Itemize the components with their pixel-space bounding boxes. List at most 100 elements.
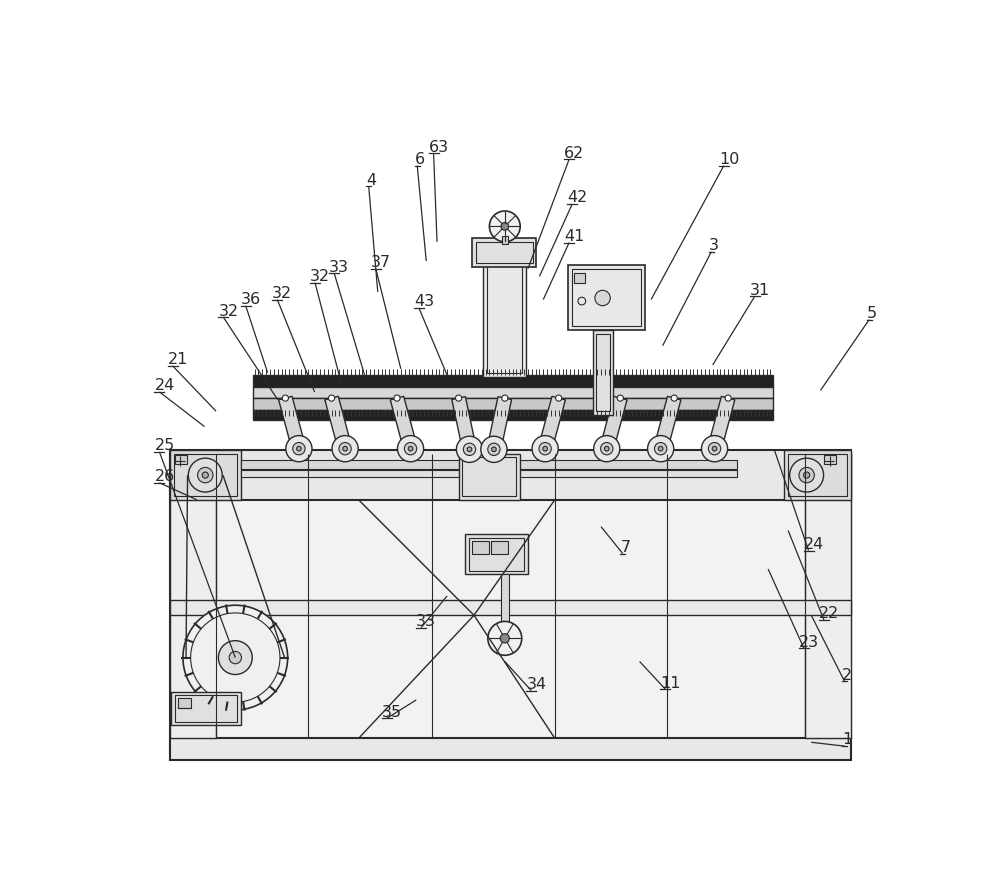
Circle shape (658, 446, 663, 451)
Circle shape (501, 222, 509, 230)
Circle shape (188, 458, 222, 492)
Text: 2: 2 (842, 668, 852, 682)
Bar (462, 458, 516, 496)
Circle shape (489, 211, 520, 242)
Text: 26: 26 (154, 469, 175, 484)
Polygon shape (654, 396, 681, 450)
Text: 24: 24 (804, 537, 824, 552)
Circle shape (556, 395, 562, 401)
Circle shape (467, 447, 472, 451)
Circle shape (492, 447, 496, 451)
Circle shape (286, 435, 312, 462)
Circle shape (198, 467, 213, 483)
Text: 35: 35 (382, 705, 402, 720)
Text: 37: 37 (371, 255, 391, 270)
Circle shape (394, 395, 400, 401)
Circle shape (297, 446, 301, 451)
Bar (170, 453, 216, 739)
Text: 23: 23 (799, 635, 819, 649)
Circle shape (671, 395, 677, 401)
Bar (572, 268, 641, 326)
Bar (170, 450, 241, 500)
Circle shape (804, 472, 810, 478)
Polygon shape (708, 396, 735, 450)
Circle shape (604, 446, 609, 451)
Text: 43: 43 (414, 294, 434, 310)
Circle shape (543, 446, 547, 451)
Bar (241, 470, 737, 476)
Bar (476, 242, 533, 263)
Bar (472, 238, 536, 268)
Text: 63: 63 (429, 139, 449, 154)
Text: 33: 33 (416, 614, 436, 629)
Text: 32: 32 (272, 285, 292, 301)
Bar (178, 698, 191, 707)
Text: 41: 41 (564, 229, 584, 244)
Text: 21: 21 (168, 352, 188, 368)
Text: 4: 4 (366, 173, 376, 187)
Circle shape (293, 442, 305, 455)
Bar (784, 450, 851, 500)
Text: 34: 34 (526, 677, 546, 692)
Bar (824, 455, 836, 465)
Text: 32: 32 (218, 303, 238, 318)
Circle shape (708, 442, 721, 455)
Bar (465, 534, 528, 574)
Bar (487, 250, 522, 373)
Circle shape (397, 435, 424, 462)
Circle shape (617, 395, 623, 401)
Circle shape (282, 395, 288, 401)
Bar (253, 375, 773, 387)
Bar (170, 739, 851, 760)
Bar (472, 541, 489, 555)
Text: 32: 32 (310, 269, 330, 284)
Circle shape (601, 442, 613, 455)
Circle shape (488, 443, 500, 456)
Circle shape (183, 606, 288, 710)
Text: 5: 5 (867, 306, 877, 321)
Circle shape (481, 436, 507, 462)
Polygon shape (325, 396, 352, 450)
Bar (502, 236, 508, 244)
Bar (501, 574, 509, 628)
Circle shape (725, 395, 731, 401)
Text: 1: 1 (842, 732, 852, 747)
Circle shape (712, 446, 717, 451)
Text: 10: 10 (719, 152, 739, 167)
Bar (596, 334, 610, 411)
Circle shape (701, 435, 728, 462)
Polygon shape (452, 397, 476, 450)
Text: 42: 42 (567, 190, 587, 205)
Polygon shape (279, 396, 306, 450)
Circle shape (408, 446, 413, 451)
Bar (568, 265, 645, 330)
Bar (171, 692, 241, 724)
Polygon shape (390, 396, 417, 450)
Circle shape (218, 640, 252, 674)
Bar (174, 453, 237, 496)
Bar (175, 455, 187, 465)
Text: 62: 62 (564, 145, 584, 161)
Text: 24: 24 (154, 378, 175, 393)
Bar (459, 453, 520, 500)
Circle shape (594, 435, 620, 462)
Text: 31: 31 (750, 283, 770, 298)
Circle shape (463, 443, 476, 456)
Text: 25: 25 (154, 438, 175, 453)
Circle shape (456, 436, 483, 462)
Circle shape (202, 472, 208, 478)
Circle shape (332, 435, 358, 462)
Circle shape (328, 395, 335, 401)
Circle shape (595, 290, 610, 306)
Bar (469, 538, 524, 571)
Bar (241, 459, 737, 469)
Bar (805, 453, 851, 739)
Text: 7: 7 (620, 540, 630, 555)
Bar (253, 398, 773, 410)
Bar (175, 696, 237, 722)
Circle shape (502, 395, 508, 401)
Bar (170, 450, 851, 500)
Text: 6: 6 (415, 152, 425, 167)
Circle shape (229, 651, 241, 664)
Text: 36: 36 (241, 292, 261, 307)
